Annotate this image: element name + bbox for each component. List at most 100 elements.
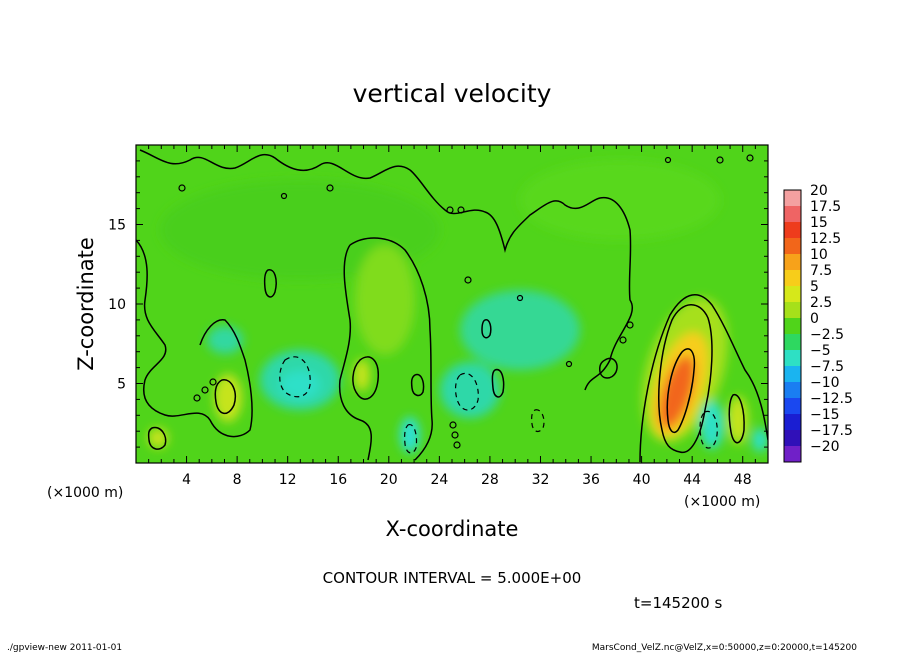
contours-negative [279,356,718,454]
contour-loop [214,379,236,414]
colorbar-label: −10 [810,375,840,391]
colorbar-label: 20 [810,183,828,199]
colorbar: 2017.51512.5107.552.50−2.5−5−7.5−10−12.5… [783,183,853,463]
time-label: t=145200 s [634,594,722,612]
x-tick-label: 20 [380,472,398,488]
contour-10 [666,348,696,434]
contour-speck [464,276,472,284]
colorbar-swatch [784,222,801,239]
contour-speck [326,184,334,192]
field-patch [280,371,320,399]
colorbar-label: −17.5 [810,423,853,439]
colorbar-label: 10 [810,247,828,263]
contour-loop [410,373,425,397]
contour-speck [446,206,454,214]
colorbar-swatch [784,206,801,223]
contour-speck [664,156,672,164]
colorbar-swatch [784,334,801,351]
contour-speck [209,378,217,386]
contour-5 [658,304,713,454]
contour-speck [457,206,465,214]
contour-neg-5 [454,372,479,411]
field-patch [355,245,415,355]
contour-speck [449,421,457,429]
field-patch [400,417,420,453]
colorbar-label: 15 [810,215,828,231]
field-patch [214,374,242,422]
contour-speck [201,386,209,394]
contour-speck [626,321,634,329]
x-axis: 4 8 12 16 20 24 28 32 36 40 44 48 [148,145,756,488]
contour-zero-left [136,239,253,438]
colorbar-swatch [784,286,801,303]
colorbar-swatch [784,366,801,383]
contour-loop [147,426,167,450]
x-tick-label: 48 [734,472,752,488]
contour-zero-plume [338,237,433,461]
x-unit-left: (×1000 m) [47,485,123,501]
contour-speck [178,184,186,192]
plot-area [136,145,768,463]
chart-title: vertical velocity [353,79,552,108]
x-tick-label: 16 [329,472,347,488]
x-tick-label: 44 [683,472,701,488]
contour-speck [746,154,754,162]
contour-neg-5 [699,410,718,449]
z-axis-label: Z-coordinate [74,237,98,371]
z-axis: 5 10 15 [108,160,768,448]
x-tick-label: 24 [430,472,448,488]
contour-neg-5 [279,356,311,398]
field-patch [440,362,500,418]
footer-right: MarsCond_VelZ.nc@VelZ,x=0:50000,z=0:2000… [592,643,857,653]
x-tick-label: 36 [582,472,600,488]
x-tick-label: 28 [481,472,499,488]
contour-loop [263,269,277,298]
x-tick-label: 32 [532,472,550,488]
colorbar-label: −12.5 [810,391,853,407]
z-tick-label: 5 [117,377,126,393]
colorbar-label: −2.5 [810,327,844,343]
contour-speck [451,431,459,439]
contours [136,149,768,463]
colorbar-swatch [784,382,801,399]
x-axis-label: X-coordinate [386,517,519,541]
colorbar-label: 2.5 [810,295,832,311]
contour-loop [599,357,618,379]
colorbar-label: 5 [810,279,819,295]
contour-zero-top [139,149,633,391]
contour-speck [716,156,724,164]
contour-plume-inner [352,356,379,400]
contour-speck [193,394,201,402]
colorbar-label: 17.5 [810,199,841,215]
field-patch [728,396,748,444]
contour-speck [280,192,288,200]
contour-zero-right [639,294,768,463]
colorbar-swatch [784,350,801,367]
field-patch [520,160,720,240]
contour-speck [619,336,627,344]
colorbar-label: 12.5 [810,231,841,247]
colorbar-label: −5 [810,343,831,359]
colorbar-label: −15 [810,407,840,423]
x-unit-right: (×1000 m) [684,494,760,510]
colorbar-frame [783,189,802,463]
colorbar-label: 0 [810,311,819,327]
field-patch [700,401,724,449]
z-tick-label: 15 [108,218,126,234]
colorbar-swatch [784,190,801,207]
x-tick-label: 8 [233,472,242,488]
field-patch [659,355,695,429]
colorbar-swatch [784,430,801,447]
contour-loop [491,368,505,398]
colorbar-swatch [784,302,801,319]
colorbar-swatch [784,254,801,271]
contour-neg-5 [531,409,545,433]
field-patch [354,359,370,391]
contour-speck [565,360,573,368]
colorbar-label: −20 [810,439,840,455]
contour-speck [516,294,524,302]
colorbar-swatch [784,318,801,335]
contour-speck [453,441,461,449]
colorbar-swatch [784,270,801,287]
